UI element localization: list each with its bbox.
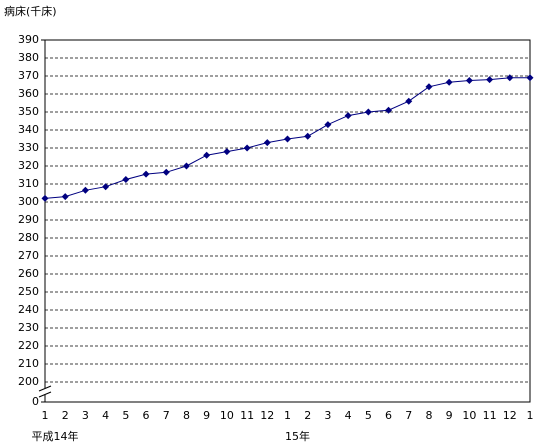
x-tick-label: 5 [122,409,129,422]
y-tick-label: 330 [18,141,39,154]
x-tick-label: 10 [220,409,234,422]
x-tick-label: 4 [345,409,352,422]
data-point [223,148,231,156]
data-point [385,106,393,114]
data-point [263,139,271,147]
x-tick-label: 2 [62,409,69,422]
data-point [506,74,514,82]
y-tick-label: 310 [18,177,39,190]
data-point [41,194,49,202]
x-tick-label: 11 [483,409,497,422]
data-point [142,170,150,178]
data-point [203,151,211,159]
x-tick-label: 8 [183,409,190,422]
data-point [465,77,473,84]
y-tick-label: 260 [18,267,39,280]
x-tick-label: 9 [446,409,453,422]
data-point [182,162,190,170]
y-tick-label: 200 [18,375,39,388]
y-tick-label: 380 [18,51,39,64]
y-tick-label: 250 [18,285,39,298]
data-point [486,76,494,84]
data-point [304,132,312,140]
x-tick-label: 12 [260,409,274,422]
data-point [243,144,251,152]
y-tick-label: 240 [18,303,39,316]
y-tick-label: 320 [18,159,39,172]
y-tick-label: 340 [18,123,39,136]
x-tick-label: 9 [203,409,210,422]
data-point [445,78,453,86]
x-tick-label: 1 [42,409,49,422]
y-tick-label: 0 [32,395,39,408]
y-axis-label: 病床(千床) [4,4,57,18]
y-tick-label: 390 [18,33,39,46]
x-tick-label: 8 [425,409,432,422]
y-tick-label: 300 [18,195,39,208]
data-point [81,186,89,194]
x-tick-label: 6 [385,409,392,422]
x-tick-label: 5 [365,409,372,422]
data-point [284,135,291,143]
x-tick-label: 3 [82,409,89,422]
data-point [425,83,433,91]
data-point [405,97,413,105]
data-point [122,176,130,183]
data-point [61,193,69,201]
y-tick-label: 290 [18,213,39,226]
y-tick-label: 230 [18,321,39,334]
axis-break-gap [39,388,51,395]
x-tick-label: 7 [405,409,412,422]
x-tick-label: 12 [503,409,517,422]
plot-area [44,39,531,403]
y-tick-label: 220 [18,339,39,352]
x-tick-label: 3 [324,409,331,422]
x-tick-label: 4 [102,409,109,422]
y-tick-label: 270 [18,249,39,262]
data-point [526,74,534,82]
axis-break [38,385,52,392]
x-tick-label: 1 [284,409,291,422]
x-tick-label: 11 [240,409,254,422]
x-tick-label: 10 [462,409,476,422]
y-tick-label: 210 [18,357,39,370]
data-point [102,183,110,191]
x-tick-label: 2 [304,409,311,422]
x-tick-label: 6 [143,409,150,422]
y-tick-label: 350 [18,105,39,118]
data-point [344,112,352,120]
y-tick-label: 370 [18,69,39,82]
y-tick-label: 280 [18,231,39,244]
axis-break [38,391,52,398]
y-tick-label: 360 [18,87,39,100]
x-tick-label: 7 [163,409,170,422]
year-label: 15年 [285,429,310,443]
data-point [364,108,372,116]
x-tick-label: 1 [527,409,534,422]
year-label: 平成14年 [32,429,79,443]
data-point [162,168,170,176]
data-point [324,121,332,129]
